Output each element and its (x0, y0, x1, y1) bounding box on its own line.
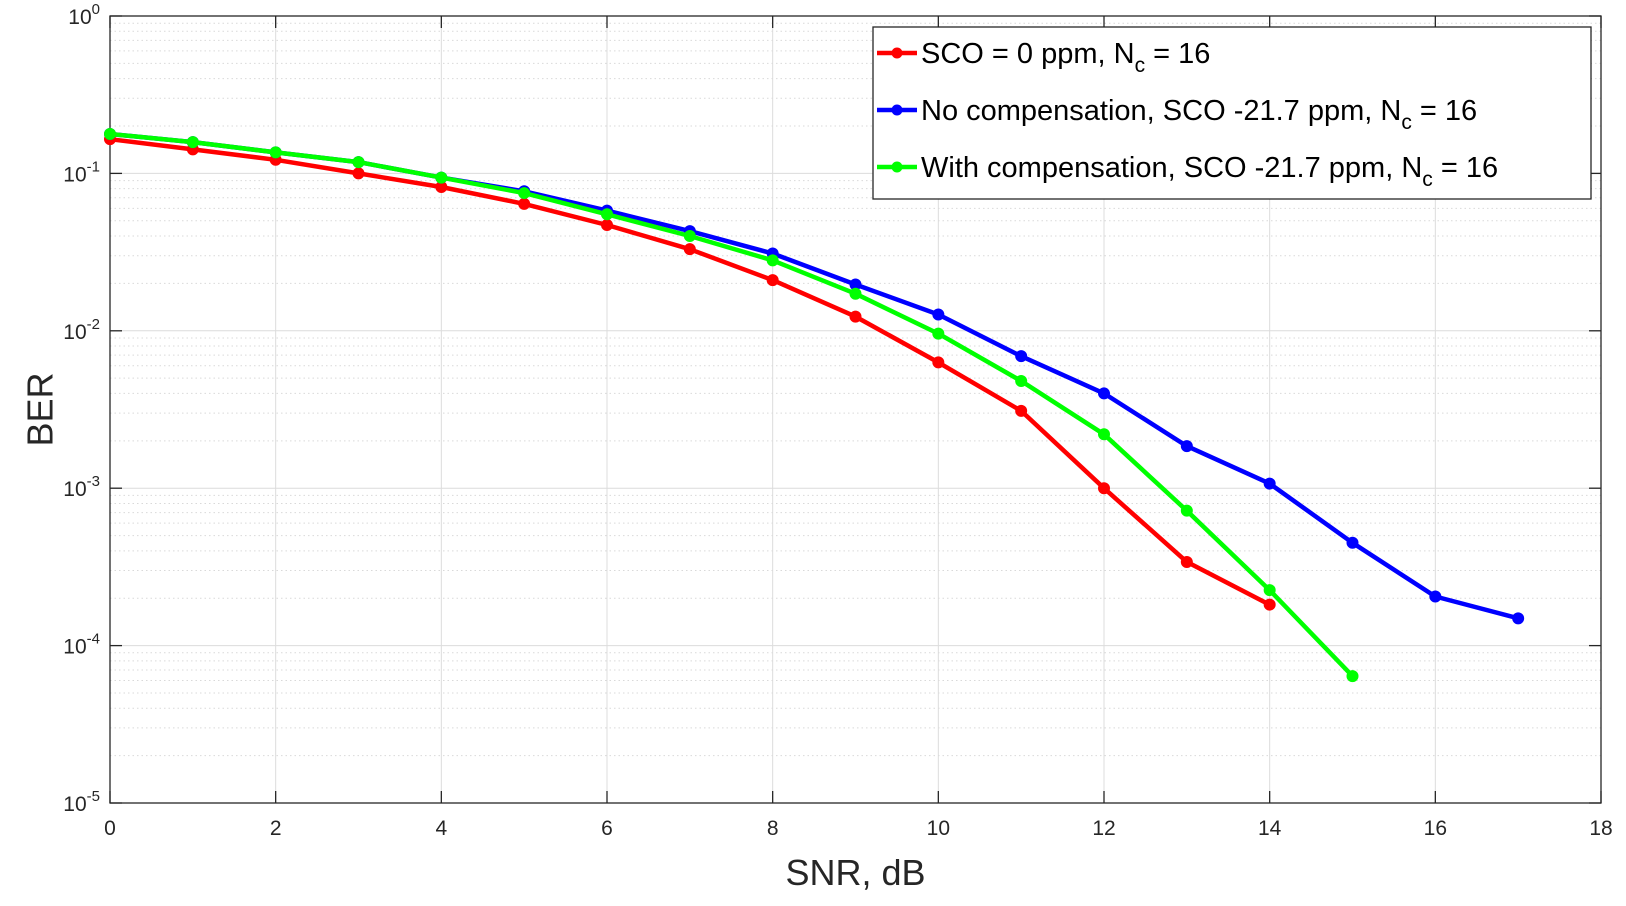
legend-entry-no-compensation: No compensation, SCO -21.7 ppm, Nc = 16 (877, 95, 1477, 134)
legend-label: With compensation, SCO -21.7 ppm, Nc = 1… (921, 152, 1498, 191)
data-point (435, 171, 448, 184)
series-with-compensation (104, 127, 1359, 683)
y-tick-label: 10-2 (63, 316, 100, 344)
data-point (849, 287, 862, 300)
y-tick-label: 10-3 (63, 473, 100, 501)
plot-frame (109, 15, 1602, 804)
x-axis-title: SNR, dB (785, 852, 925, 893)
data-point (269, 146, 282, 159)
data-point (1346, 670, 1359, 683)
legend-marker-red (891, 47, 903, 59)
y-tick-label: 10-1 (63, 158, 100, 186)
data-point (849, 310, 862, 323)
x-tick-label: 14 (1258, 817, 1282, 840)
legend-marker-blue (891, 104, 903, 116)
series-line (109, 131, 1355, 678)
x-tick-label: 0 (104, 817, 116, 840)
data-point (1180, 555, 1193, 568)
data-point (683, 230, 696, 243)
legend: SCO = 0 ppm, Nc = 16 No compensation, SC… (872, 26, 1592, 200)
data-point (1098, 482, 1110, 495)
data-point (1098, 428, 1110, 441)
data-point (518, 187, 531, 200)
data-point (1346, 536, 1359, 549)
data-point (932, 356, 945, 369)
data-point (766, 274, 779, 287)
x-tick-label: 18 (1589, 817, 1612, 840)
data-point (518, 197, 531, 210)
y-axis-title: BER (20, 372, 61, 446)
data-point (601, 219, 613, 232)
axis-ticks (109, 15, 1602, 804)
y-tick-label: 10-4 (63, 631, 100, 659)
data-point (1512, 612, 1525, 625)
data-point (932, 308, 945, 321)
legend-entry-with-compensation: With compensation, SCO -21.7 ppm, Nc = 1… (877, 152, 1498, 191)
data-point (1015, 350, 1028, 363)
data-point (1015, 374, 1028, 387)
data-point (1263, 584, 1276, 597)
data-point (1180, 440, 1193, 453)
legend-label: SCO = 0 ppm, Nc = 16 (921, 38, 1210, 77)
data-point (1015, 404, 1028, 417)
data-point (601, 208, 613, 221)
legend-box (872, 26, 1592, 200)
legend-marker-green (891, 161, 903, 173)
y-tick-label: 100 (68, 1, 100, 29)
data-point (766, 254, 779, 267)
y-tick-label: 10-5 (63, 788, 100, 816)
data-point (186, 136, 199, 149)
data-point (932, 327, 945, 340)
data-point (1263, 598, 1276, 611)
data-point (1180, 504, 1193, 517)
series-layer (104, 127, 1525, 683)
data-point (1429, 590, 1442, 603)
data-point (352, 167, 365, 180)
data-point (104, 127, 116, 140)
data-point (1263, 477, 1276, 490)
data-point (683, 243, 696, 256)
x-tick-label: 16 (1424, 817, 1447, 840)
data-point (1098, 387, 1110, 400)
x-tick-label: 4 (435, 817, 447, 840)
legend-entry-sco-0: SCO = 0 ppm, Nc = 16 (877, 38, 1210, 77)
x-tick-label: 8 (767, 817, 779, 840)
x-tick-label: 10 (927, 817, 950, 840)
data-point (352, 156, 365, 169)
x-tick-label: 2 (270, 817, 282, 840)
y-tick-labels: 10-5 10-4 10-3 10-2 10-1 100 (63, 1, 100, 816)
x-tick-label: 12 (1092, 817, 1115, 840)
x-tick-label: 6 (601, 817, 613, 840)
legend-label: No compensation, SCO -21.7 ppm, Nc = 16 (921, 95, 1477, 134)
x-tick-labels: 0 2 4 6 8 10 12 14 16 18 (104, 817, 1613, 840)
